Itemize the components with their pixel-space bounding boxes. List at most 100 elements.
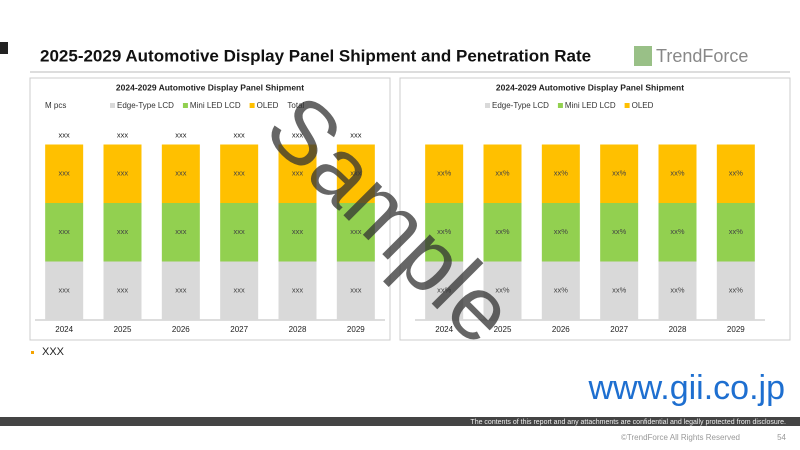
bar-segment — [716, 144, 755, 203]
bar-segment — [425, 261, 464, 320]
segment-label: xxx — [59, 227, 71, 236]
total-label: xxx — [234, 130, 246, 139]
bar-segment — [103, 203, 142, 262]
bar-segment — [103, 261, 142, 320]
legend-swatch — [624, 103, 630, 108]
legend-label: Edge-Type LCD — [492, 101, 549, 110]
bar-segment — [658, 144, 697, 203]
segment-label: xxx — [234, 169, 246, 178]
bar-segment — [483, 203, 522, 262]
logo: TrendForce — [656, 46, 748, 66]
segment-label: xx% — [670, 169, 685, 178]
segment-label: xxx — [59, 169, 71, 178]
bar-segment — [483, 144, 522, 203]
bar-segment — [600, 261, 639, 320]
segment-label: xx% — [729, 286, 744, 295]
segment-label: xxx — [175, 286, 187, 295]
total-label: xxx — [117, 130, 129, 139]
right-chart: 2024-2029 Automotive Display Panel Shipm… — [415, 82, 765, 334]
legend-swatch — [110, 103, 115, 108]
disclaimer: The contents of this report and any atta… — [470, 419, 786, 426]
category-label: 2027 — [610, 325, 628, 334]
bar-segment — [220, 144, 259, 203]
left-panel — [29, 77, 391, 341]
category-label: 2025 — [494, 325, 512, 334]
segment-label: xxx — [350, 286, 362, 295]
unit: M pcs — [45, 101, 66, 110]
bar-segment — [278, 144, 317, 203]
category-label: 2029 — [727, 325, 745, 334]
segment-label: xx% — [612, 227, 627, 236]
segment-label: xx% — [554, 286, 569, 295]
bar-segment — [716, 203, 755, 262]
footer-band — [0, 417, 800, 426]
segment-label: xx% — [670, 286, 685, 295]
category-label: 2027 — [230, 325, 248, 334]
bar-segment — [45, 261, 84, 320]
legend-label: OLED — [257, 101, 279, 110]
bar-segment — [45, 144, 84, 203]
segment-label: xx% — [495, 169, 510, 178]
segment-label: xxx — [175, 169, 187, 178]
legend-label: Total — [287, 101, 304, 110]
legend-label: Mini LED LCD — [190, 101, 241, 110]
bar-segment — [541, 261, 580, 320]
bar-segment — [103, 144, 142, 203]
segment-label: xx% — [437, 286, 452, 295]
legend-label: Mini LED LCD — [565, 101, 616, 110]
site: www.gii.co.jp — [587, 369, 785, 407]
bullet: XXX — [42, 346, 65, 358]
bar-segment — [161, 144, 200, 203]
category-label: 2025 — [114, 325, 132, 334]
chart-title: 2024-2029 Automotive Display Panel Shipm… — [116, 82, 304, 92]
category-label: 2029 — [347, 325, 365, 334]
legend-swatch — [182, 103, 188, 108]
bar-segment — [336, 203, 375, 262]
category-label: 2026 — [172, 325, 190, 334]
page-number: 54 — [777, 433, 786, 442]
segment-label: xxx — [292, 227, 304, 236]
chart-title: 2024-2029 Automotive Display Panel Shipm… — [496, 82, 684, 92]
legend-swatch — [485, 103, 490, 108]
bar-segment — [278, 203, 317, 262]
bullet-dot — [31, 351, 34, 354]
title: 2025-2029 Automotive Display Panel Shipm… — [40, 46, 591, 65]
segment-label: xxx — [117, 227, 129, 236]
segment-label: xxx — [292, 286, 304, 295]
bar-segment — [278, 261, 317, 320]
bar-segment — [336, 144, 375, 203]
bar-segment — [161, 203, 200, 262]
segment-label: xxx — [350, 227, 362, 236]
segment-label: xxx — [234, 286, 246, 295]
segment-label: xx% — [495, 227, 510, 236]
segment-label: xx% — [554, 169, 569, 178]
right-panel — [399, 77, 791, 341]
total-label: xxx — [175, 130, 187, 139]
bar-segment — [600, 203, 639, 262]
bar-segment — [716, 261, 755, 320]
segment-label: xxx — [350, 169, 362, 178]
legend-swatch — [249, 103, 255, 108]
total-label: xxx — [59, 130, 71, 139]
total-label: xxx — [292, 130, 304, 139]
category-label: 2024 — [435, 325, 453, 334]
bar-segment — [425, 203, 464, 262]
left-chart: 2024-2029 Automotive Display Panel Shipm… — [35, 82, 385, 334]
segment-label: xx% — [554, 227, 569, 236]
segment-label: xx% — [670, 227, 685, 236]
segment-label: xxx — [175, 227, 187, 236]
segment-label: xx% — [729, 227, 744, 236]
bar-segment — [483, 261, 522, 320]
segment-label: xx% — [612, 286, 627, 295]
segment-label: xxx — [59, 286, 71, 295]
accent — [0, 42, 8, 54]
total-label: xxx — [350, 130, 362, 139]
segment-label: xx% — [437, 227, 452, 236]
logo-icon — [634, 46, 652, 66]
copyright: ©TrendForce All Rights Reserved — [621, 433, 740, 442]
category-label: 2026 — [552, 325, 570, 334]
category-label: 2024 — [55, 325, 73, 334]
bar-segment — [220, 203, 259, 262]
